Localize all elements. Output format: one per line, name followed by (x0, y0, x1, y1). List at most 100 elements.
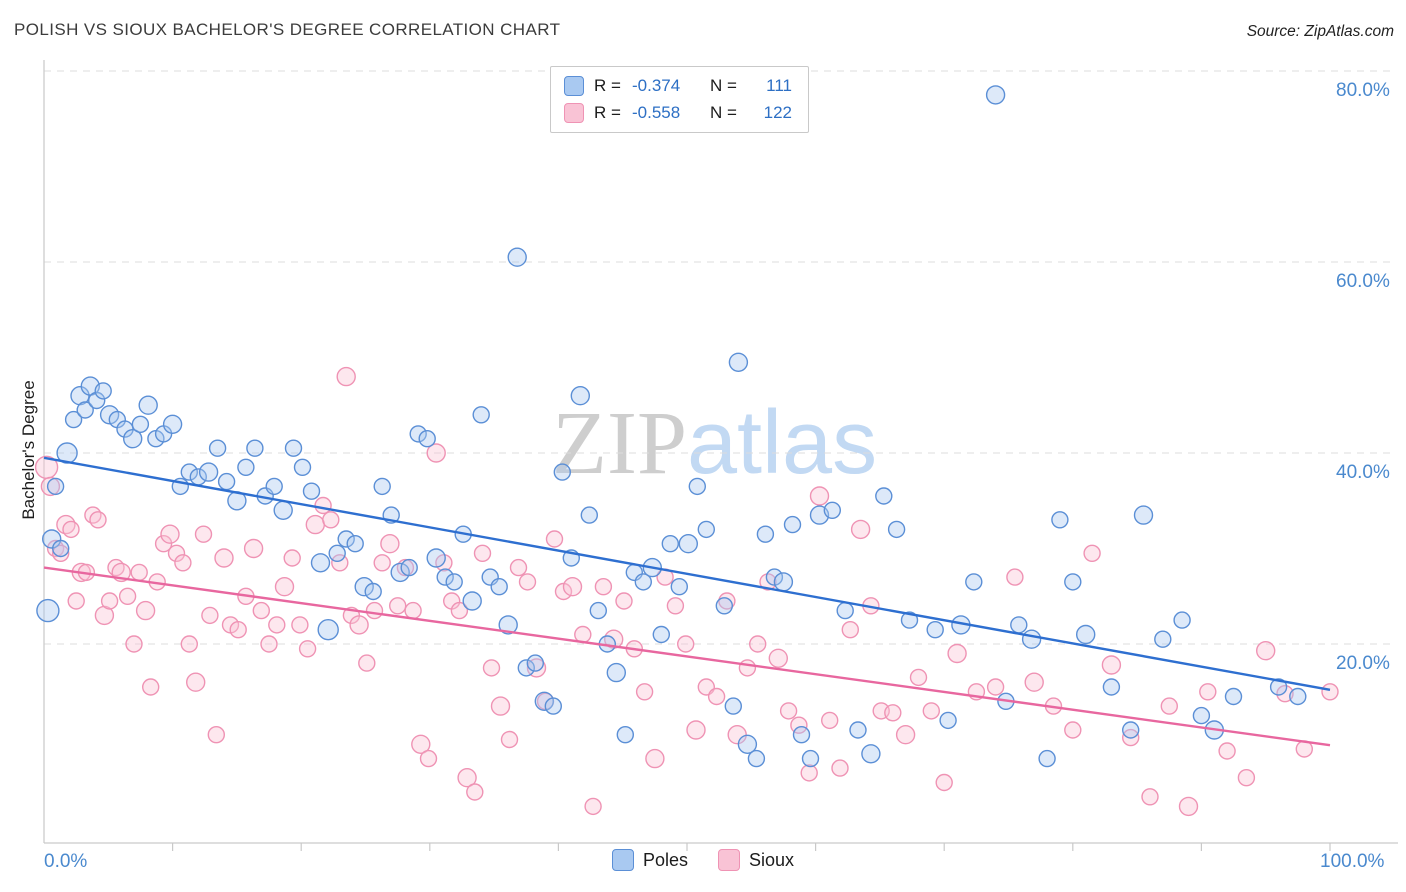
scatter-point-poles (1051, 511, 1069, 529)
scatter-point-sioux (922, 702, 940, 720)
scatter-point-poles (526, 654, 544, 672)
scatter-point-poles (900, 611, 919, 629)
scatter-point-sioux (185, 672, 206, 692)
scatter-point-poles (373, 477, 391, 496)
scatter-point-poles (162, 414, 183, 434)
legend-item-poles: Poles (611, 849, 688, 871)
scatter-point-sioux (831, 759, 849, 777)
scatter-point-sioux (645, 748, 665, 769)
scatter-point-sioux (1160, 697, 1179, 715)
scatter-point-poles (836, 601, 854, 620)
scatter-point-sioux (779, 702, 798, 720)
scatter-point-sioux (562, 577, 583, 597)
scatter-point-sioux (118, 587, 137, 605)
scatter-point-poles (756, 525, 775, 543)
scatter-point-sioux (457, 768, 477, 788)
scatter-point-poles (849, 721, 867, 739)
scatter-point-sioux (201, 606, 219, 625)
scatter-point-sioux (274, 577, 295, 597)
scatter-point-sioux (800, 764, 818, 782)
scatter-point-sioux (167, 544, 186, 562)
y-tick-20: 20.0% (1336, 653, 1390, 674)
scatter-point-sioux (67, 592, 85, 610)
legend-item-sioux: Sioux (718, 849, 794, 871)
scatter-point-sioux (1064, 721, 1082, 739)
scatter-point-sioux (895, 725, 916, 745)
scatter-point-poles (208, 439, 227, 457)
scatter-point-poles (861, 744, 881, 764)
scatter-point-poles (553, 463, 571, 481)
poles-swatch (564, 76, 584, 96)
scatter-point-sioux (180, 635, 199, 653)
scatter-point-sioux (594, 578, 613, 596)
scatter-point-sioux (214, 548, 234, 568)
scatter-point-poles (534, 691, 554, 711)
legend-row-poles: R = -0.374 N = 111 (564, 76, 792, 96)
scatter-point-sioux (283, 549, 301, 567)
scatter-point-poles (634, 573, 652, 591)
scatter-point-poles (939, 711, 957, 730)
scatter-point-poles (445, 573, 463, 591)
scatter-point-poles (46, 477, 65, 496)
scatter-point-poles (1021, 629, 1042, 649)
scatter-point-poles (678, 534, 698, 554)
scatter-point-poles (198, 462, 219, 482)
r-label: R = (594, 76, 621, 95)
n-label: N = (710, 103, 737, 122)
watermark-zip-text: ZIP (552, 394, 687, 493)
scatter-point-poles (180, 463, 199, 481)
scatter-point-poles (390, 562, 410, 583)
sioux-swatch (718, 849, 740, 871)
scatter-point-sioux (686, 720, 706, 740)
scatter-point-sioux (1255, 641, 1276, 661)
scatter-point-sioux (526, 658, 547, 678)
scatter-point-poles (302, 482, 321, 500)
scatter-point-sioux (490, 696, 511, 716)
scatter-point-poles (131, 415, 150, 433)
scatter-point-poles (616, 726, 634, 744)
scatter-point-poles (887, 520, 906, 539)
scatter-point-sioux (268, 616, 286, 634)
scatter-point-poles (462, 591, 482, 611)
scatter-point-poles (346, 535, 364, 553)
r-label: R = (594, 103, 621, 122)
scatter-point-sioux (509, 558, 528, 577)
scatter-point-poles (823, 501, 841, 519)
scatter-point-sioux (500, 730, 519, 749)
scatter-point-poles (570, 386, 590, 406)
scatter-point-poles (1289, 687, 1307, 706)
scatter-point-poles (64, 410, 83, 429)
scatter-point-poles (364, 582, 382, 601)
scatter-point-sioux (473, 544, 492, 562)
scatter-point-sioux (1237, 769, 1256, 787)
scatter-point-poles (1173, 611, 1191, 629)
scatter-point-poles (661, 535, 679, 553)
scatter-point-poles (544, 697, 562, 715)
scatter-point-sioux (821, 711, 839, 730)
scatter-point-poles (293, 458, 312, 476)
scatter-point-sioux (1218, 742, 1236, 760)
sioux-swatch (564, 103, 584, 123)
scatter-point-sioux (545, 530, 564, 548)
scatter-point-sioux (389, 597, 407, 615)
scatter-point-sioux (194, 525, 213, 543)
scatter-point-poles (1192, 706, 1211, 725)
scatter-point-sioux (749, 635, 767, 653)
source-attribution: Source: ZipAtlas.com (1246, 23, 1394, 40)
scatter-point-poles (328, 544, 346, 562)
scatter-point-poles (498, 615, 518, 635)
scatter-point-poles (724, 697, 742, 715)
scatter-point-sioux (84, 506, 102, 524)
scatter-point-sioux (125, 635, 143, 653)
scatter-point-poles (688, 477, 706, 496)
scatter-point-poles (773, 572, 794, 592)
scatter-point-poles (1224, 687, 1243, 706)
scatter-point-poles (42, 529, 62, 549)
scatter-point-poles (747, 749, 766, 768)
scatter-point-poles (36, 598, 60, 623)
scatter-point-poles (76, 401, 94, 419)
scatter-point-sioux (62, 520, 80, 539)
scatter-point-poles (792, 726, 811, 744)
scatter-point-sioux (1101, 655, 1122, 675)
